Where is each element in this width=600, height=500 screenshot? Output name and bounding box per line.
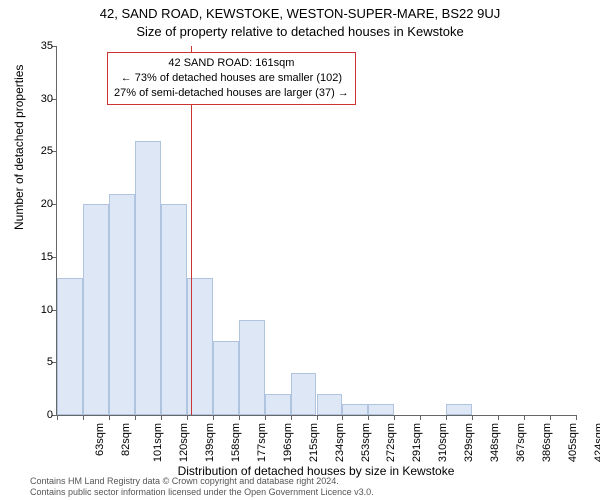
histogram-bar — [57, 278, 83, 415]
x-tick-mark — [472, 415, 473, 420]
x-tick-label: 139sqm — [204, 423, 216, 462]
x-tick-mark — [161, 415, 162, 420]
annotation-line1: 42 SAND ROAD: 161sqm — [114, 56, 349, 71]
y-tick-label: 15 — [27, 251, 53, 263]
footer-line2: Contains public sector information licen… — [30, 487, 374, 498]
x-tick-mark — [368, 415, 369, 420]
y-tick-label: 20 — [27, 198, 53, 210]
x-tick-mark — [446, 415, 447, 420]
x-tick-mark — [57, 415, 58, 420]
histogram-bar — [213, 341, 239, 415]
footer-line1: Contains HM Land Registry data © Crown c… — [30, 476, 374, 487]
x-tick-mark — [524, 415, 525, 420]
x-tick-label: 196sqm — [282, 423, 294, 462]
histogram-bar — [342, 404, 368, 415]
annotation-line2: ← 73% of detached houses are smaller (10… — [114, 71, 349, 86]
x-tick-mark — [83, 415, 84, 420]
x-tick-mark — [342, 415, 343, 420]
plot-area: 42 SAND ROAD: 161sqm ← 73% of detached h… — [56, 46, 576, 416]
x-tick-label: 310sqm — [437, 423, 449, 462]
y-tick-label: 10 — [27, 304, 53, 316]
y-tick-label: 5 — [27, 356, 53, 368]
x-tick-label: 348sqm — [489, 423, 501, 462]
histogram-bar — [317, 394, 343, 415]
attribution-footer: Contains HM Land Registry data © Crown c… — [30, 476, 374, 498]
x-tick-mark — [213, 415, 214, 420]
x-tick-mark — [135, 415, 136, 420]
chart-title-address: 42, SAND ROAD, KEWSTOKE, WESTON-SUPER-MA… — [0, 6, 600, 21]
histogram-bar — [368, 404, 394, 415]
x-tick-label: 82sqm — [120, 423, 132, 456]
annotation-box: 42 SAND ROAD: 161sqm ← 73% of detached h… — [107, 52, 356, 105]
annotation-line3: 27% of semi-detached houses are larger (… — [114, 86, 349, 101]
x-tick-label: 272sqm — [386, 423, 398, 462]
histogram-bar — [161, 204, 187, 415]
x-tick-label: 215sqm — [308, 423, 320, 462]
y-tick-label: 0 — [27, 409, 53, 421]
x-tick-mark — [187, 415, 188, 420]
x-tick-label: 101sqm — [152, 423, 164, 462]
x-tick-mark — [576, 415, 577, 420]
x-tick-mark — [317, 415, 318, 420]
x-tick-label: 329sqm — [463, 423, 475, 462]
x-tick-label: 253sqm — [360, 423, 372, 462]
x-tick-label: 405sqm — [567, 423, 579, 462]
x-tick-label: 424sqm — [593, 423, 600, 462]
x-tick-mark — [109, 415, 110, 420]
x-tick-label: 234sqm — [334, 423, 346, 462]
x-tick-mark — [498, 415, 499, 420]
x-tick-label: 177sqm — [256, 423, 268, 462]
x-tick-label: 63sqm — [94, 423, 106, 456]
x-tick-mark — [239, 415, 240, 420]
histogram-bar — [291, 373, 317, 415]
x-tick-label: 367sqm — [515, 423, 527, 462]
x-tick-label: 386sqm — [541, 423, 553, 462]
x-tick-mark — [420, 415, 421, 420]
histogram-bar — [83, 204, 109, 415]
histogram-bar — [265, 394, 291, 415]
x-tick-label: 158sqm — [230, 423, 242, 462]
x-tick-label: 291sqm — [412, 423, 424, 462]
histogram-bar — [135, 141, 161, 415]
histogram-bar — [239, 320, 265, 415]
histogram-bar — [109, 194, 135, 415]
chart-subtitle: Size of property relative to detached ho… — [0, 24, 600, 39]
x-tick-mark — [394, 415, 395, 420]
x-tick-label: 120sqm — [178, 423, 190, 462]
x-tick-mark — [265, 415, 266, 420]
y-tick-label: 25 — [27, 145, 53, 157]
x-tick-mark — [291, 415, 292, 420]
y-axis-label: Number of detached properties — [12, 65, 26, 230]
y-tick-label: 30 — [27, 93, 53, 105]
histogram-bar — [446, 404, 472, 415]
x-tick-mark — [550, 415, 551, 420]
property-size-histogram: 42, SAND ROAD, KEWSTOKE, WESTON-SUPER-MA… — [0, 0, 600, 500]
y-tick-label: 35 — [27, 40, 53, 52]
